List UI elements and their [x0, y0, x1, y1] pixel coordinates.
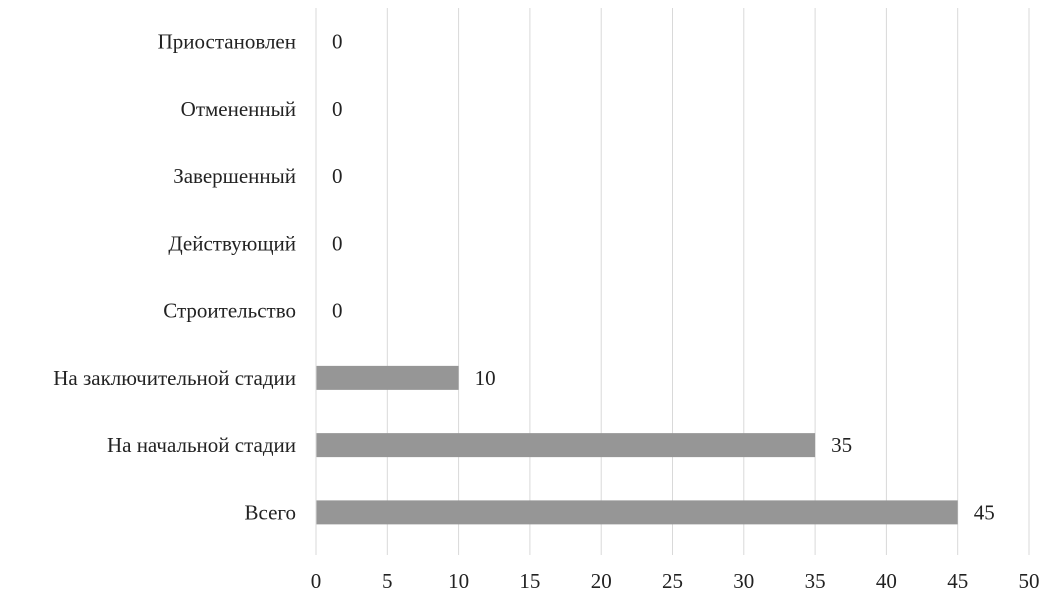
bars: [316, 365, 958, 525]
x-tick-label: 0: [311, 569, 322, 590]
category-label: На начальной стадии: [107, 433, 296, 457]
x-tick-label: 5: [382, 569, 393, 590]
category-label: Строительство: [163, 299, 296, 323]
data-label: 0: [332, 164, 343, 188]
data-label: 0: [332, 299, 343, 323]
data-label: 45: [974, 500, 995, 524]
bar: [316, 365, 459, 390]
x-tick-label: 10: [448, 569, 469, 590]
labels: 0 5 10 15 20 25 30 35 40 45 50 Приостановлен 0 Отмене…: [53, 30, 1039, 590]
data-label: 10: [475, 366, 496, 390]
x-tick-label: 20: [591, 569, 612, 590]
category-label: Приостановлен: [158, 30, 296, 54]
bar: [316, 500, 958, 525]
category-label: На заключительной стадии: [53, 366, 296, 390]
data-label: 35: [831, 433, 852, 457]
category-label: Завершенный: [173, 164, 296, 188]
x-tick-label: 45: [947, 569, 968, 590]
bar: [316, 433, 816, 458]
data-label: 0: [332, 30, 343, 54]
category-label: Всего: [245, 500, 297, 524]
x-tick-label: 40: [876, 569, 897, 590]
x-tick-label: 35: [805, 569, 826, 590]
category-label: Отмененный: [181, 97, 296, 121]
grid-lines: [386, 8, 1030, 555]
category-label: Действующий: [168, 231, 296, 255]
data-label: 0: [332, 97, 343, 121]
x-tick-label: 15: [519, 569, 540, 590]
x-tick-label: 50: [1019, 569, 1040, 590]
x-tick-label: 25: [662, 569, 683, 590]
x-tick-label: 30: [733, 569, 754, 590]
data-label: 0: [332, 231, 343, 255]
